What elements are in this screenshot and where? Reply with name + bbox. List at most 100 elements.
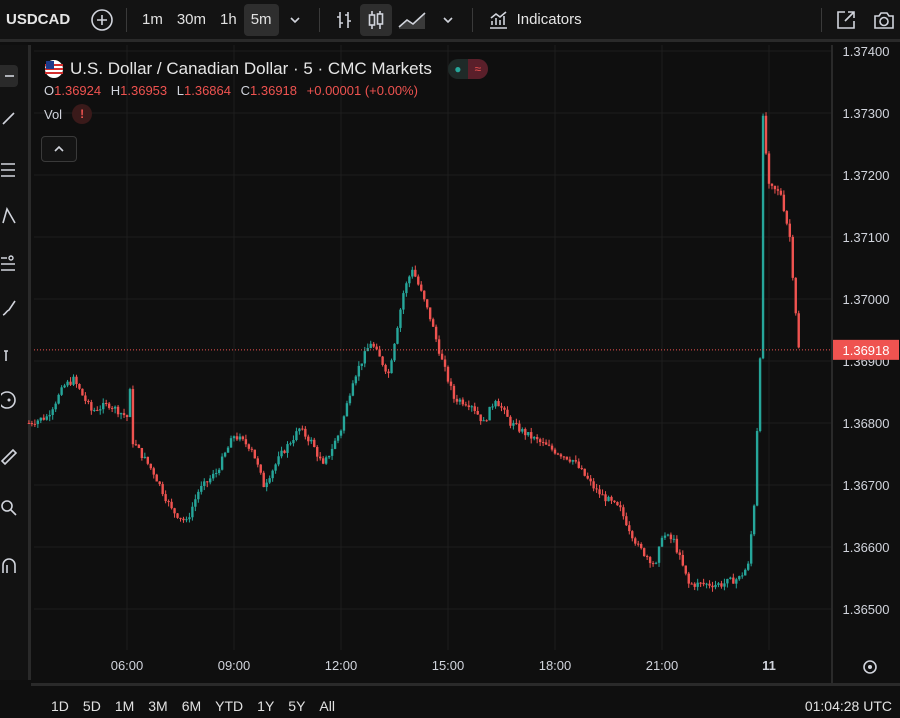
candle-body (173, 508, 176, 514)
symbol-title[interactable]: U.S. Dollar / Canadian Dollar · 5 · CMC … (70, 59, 432, 78)
volume-legend[interactable]: Vol ! (44, 104, 488, 124)
candle-body (333, 440, 337, 449)
axis-settings-icon[interactable] (863, 660, 877, 674)
range-1y[interactable]: 1Y (257, 697, 275, 714)
candle-body (262, 472, 265, 488)
emoji-tool-icon[interactable] (0, 389, 18, 411)
price-tick-label: 1.37300 (843, 106, 890, 121)
fib-tool-icon[interactable] (0, 159, 18, 181)
candle-body (550, 445, 554, 450)
chevron-down-icon[interactable] (432, 4, 464, 36)
candle-body (143, 456, 147, 458)
fullscreen-icon[interactable] (830, 4, 862, 36)
candle-body (75, 376, 78, 385)
timeframe-1m[interactable]: 1m (142, 11, 163, 28)
candle-body (687, 573, 690, 584)
timeframe-5m[interactable]: 5m (243, 3, 279, 36)
chevron-down-icon[interactable] (279, 4, 311, 36)
candle-body (788, 223, 792, 237)
range-3m[interactable]: 3M (148, 697, 168, 714)
range-1d[interactable]: 1D (51, 697, 69, 714)
candle-body (452, 385, 456, 399)
candle-body (446, 366, 450, 382)
bar-chart-type-icon[interactable] (328, 4, 360, 36)
candle-body (259, 464, 262, 473)
candle-body (271, 470, 274, 479)
candle-body (182, 518, 185, 521)
candle-body (684, 565, 687, 574)
candle-body (420, 284, 423, 291)
candle-body (773, 185, 777, 190)
candle-body (515, 423, 518, 425)
timeframe-30m[interactable]: 30m (176, 11, 207, 28)
pattern-tool-icon[interactable] (0, 205, 18, 227)
text-tool-icon[interactable] (0, 345, 18, 367)
candle-body (250, 448, 254, 450)
range-ytd[interactable]: YTD (215, 697, 244, 714)
candle-body (532, 437, 536, 439)
cursor-tool-icon[interactable] (0, 65, 18, 87)
candle-body (247, 444, 251, 449)
candle-body (642, 548, 646, 557)
candle-body (316, 446, 319, 457)
candle-body (131, 389, 135, 445)
ruler-tool-icon[interactable] (0, 445, 18, 467)
warning-icon[interactable]: ! (72, 104, 93, 124)
time-axis[interactable]: 06:00 09:00 12:00 15:00 18:00 21:00 11 (111, 658, 776, 673)
candle-body (500, 406, 503, 408)
compare-add-icon[interactable] (86, 4, 118, 36)
price-tick-label: 1.36800 (843, 416, 890, 431)
camera-icon[interactable] (868, 4, 900, 36)
magnet-tool-icon[interactable] (0, 555, 18, 577)
timeframe-1h[interactable]: 1h (220, 11, 237, 28)
range-6m[interactable]: 6M (181, 697, 202, 714)
range-5d[interactable]: 5D (82, 697, 101, 714)
price-axis[interactable]: 1.37400 1.37300 1.37200 1.37100 1.37000 1.369… (831, 44, 890, 683)
range-5y[interactable]: 5Y (288, 697, 306, 714)
collapse-legend-button[interactable] (41, 136, 77, 162)
market-status-badge[interactable]: ● ≈ (447, 59, 488, 79)
candle-body (473, 406, 476, 411)
brush-tool-icon[interactable] (0, 297, 18, 319)
candle-body (292, 440, 295, 444)
candle-body (752, 505, 756, 535)
utc-clock[interactable]: 01:04:28 UTC (804, 697, 892, 714)
candle-body (527, 432, 530, 436)
zoom-tool-icon[interactable] (0, 497, 18, 519)
symbol-search[interactable]: USDCAD (6, 11, 71, 28)
candle-body (482, 420, 485, 422)
candle-body (497, 401, 500, 407)
candle-body (244, 439, 248, 445)
candle-body (241, 436, 245, 440)
candle-body (78, 384, 81, 389)
candle-body (464, 404, 468, 406)
candle-body (547, 444, 551, 446)
us-flag-icon (45, 60, 63, 78)
range-all[interactable]: All (319, 697, 335, 714)
candle-body (631, 531, 634, 539)
area-chart-type-icon[interactable] (392, 4, 432, 36)
trend-line-tool-icon[interactable] (0, 107, 18, 129)
range-1m[interactable]: 1M (114, 697, 135, 714)
candle-body (470, 406, 473, 408)
candle-body (741, 575, 744, 577)
candle-body (217, 469, 221, 474)
candle-body (678, 552, 682, 555)
indicators-label: Indicators (516, 11, 582, 28)
candle-body (797, 313, 800, 348)
candle-body (681, 554, 685, 566)
candle-body (102, 402, 105, 410)
indicators-button[interactable]: Indicators (481, 9, 588, 31)
candle-body (280, 450, 283, 457)
drawing-toolbar (0, 45, 31, 680)
projection-tool-icon[interactable] (0, 253, 18, 275)
candle-body (30, 423, 34, 425)
candles-chart-type-icon[interactable] (359, 3, 392, 36)
candle-body (161, 484, 164, 495)
candle-body (51, 409, 54, 415)
candle-body (405, 283, 408, 294)
candle-body (57, 394, 60, 404)
candle-body (749, 534, 753, 564)
candle-body (354, 376, 358, 384)
